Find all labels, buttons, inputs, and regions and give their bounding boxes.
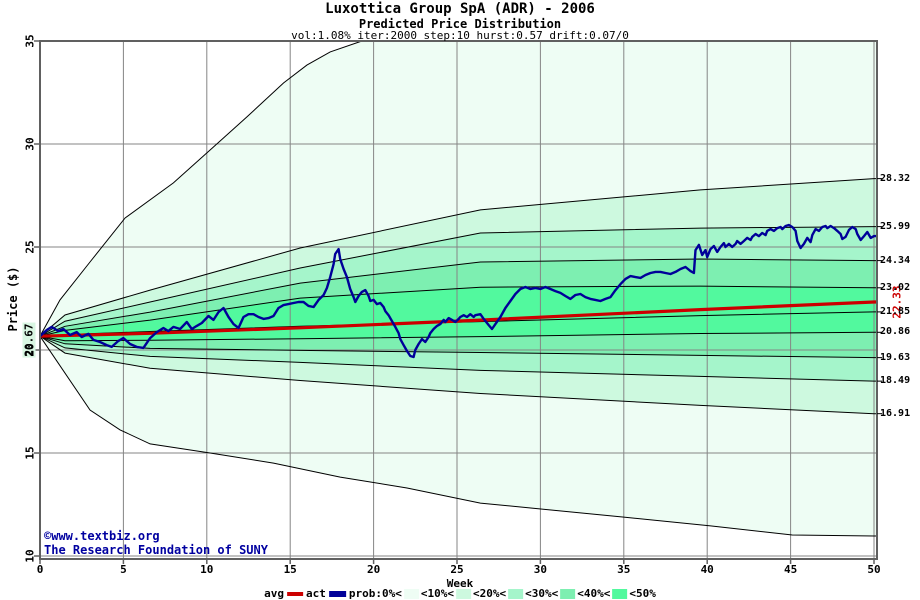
y-axis-title: Price ($): [6, 266, 20, 332]
x-axis-title: Week: [446, 577, 474, 590]
chart-subtitle: Predicted Price Distribution: [358, 17, 562, 31]
right-axis-label-24.34: 24.34: [880, 254, 911, 266]
x-tick-label-25: 25: [450, 563, 464, 576]
x-tick-label-20: 20: [366, 563, 381, 576]
plot-border: [39, 40, 878, 560]
quantile-line-lower-20-30: [40, 335, 877, 382]
right-axis-label-19.63: 19.63: [880, 351, 911, 363]
legend-band-swatch-2: [508, 588, 524, 599]
y-tick-label-35: 35: [23, 34, 37, 48]
x-tick-label-5: 5: [120, 563, 127, 576]
quantile-line-upper-40-50: [40, 285, 877, 337]
watermark-url: ©www.textbiz.org: [44, 529, 160, 543]
legend-prob-label-5: <50%: [629, 587, 656, 600]
x-tick-label-30: 30: [533, 563, 548, 576]
legend-prob-label-1: <10%<: [420, 587, 454, 600]
quantile-line-lower-40-50: [40, 331, 877, 342]
x-tick-label-0: 0: [36, 563, 44, 576]
watermark-org: The Research Foundation of SUNY: [44, 543, 268, 557]
legend-act-swatch: [328, 590, 346, 597]
right-axis-label-20.86: 20.86: [880, 326, 911, 338]
right-axis-label-18.49: 18.49: [880, 375, 911, 387]
legend-prob-label-2: <20%<: [472, 587, 507, 600]
x-tick-label-10: 10: [200, 563, 214, 576]
x-tick-label-40: 40: [700, 563, 714, 576]
quantile-line-lower-30-40: [40, 335, 877, 359]
quantile-line-upper-30-40: [40, 258, 877, 337]
quantile-line-lower-0-10: [40, 335, 877, 537]
legend-band-swatch-4: [612, 588, 628, 599]
legend-band-swatch-1: [455, 588, 471, 599]
actual-price-line: [40, 223, 877, 359]
y-tick-label-10: 10: [23, 549, 37, 563]
quantile-line-upper-0-10: [40, 41, 363, 337]
quantile-line-upper-20-30: [40, 226, 877, 337]
legend-band-swatch-3: [560, 588, 576, 599]
simulation-params: vol:1.08% iter:2000 step:10 hurst:0.57 d…: [291, 29, 629, 42]
legend-prob-label-4: <40%<: [577, 587, 611, 600]
x-tick-label-50: 50: [867, 563, 881, 576]
y-tick-label-30: 30: [23, 137, 37, 151]
legend-prob-label-3: <30%<: [525, 587, 559, 600]
right-axis-label-28.32: 28.32: [880, 172, 911, 184]
x-tick-label-35: 35: [617, 563, 631, 576]
legend-avg-swatch: [287, 591, 304, 596]
y-tick-label-25: 25: [23, 240, 37, 254]
quantile-line-upper-10-20: [40, 178, 877, 337]
fan-band-40-50pct: [40, 286, 877, 341]
chart-title: Luxottica Group SpA (ADR) - 2006: [325, 1, 595, 17]
x-tick-label-15: 15: [283, 563, 297, 576]
legend-act-label: act: [306, 587, 326, 600]
legend-prob-label-0: prob:0%<: [348, 587, 402, 600]
legend-band-swatch-0: [403, 588, 419, 599]
y-tick-label-15: 15: [23, 446, 37, 460]
legend-probability-scale: prob:0%< <10%< <20%< <30%< <40%< <50%: [349, 587, 656, 600]
plot-area: [40, 41, 877, 559]
right-axis-label-21.85: 21.85: [880, 305, 911, 317]
right-axis-label-16.91: 16.91: [880, 407, 911, 419]
right-axis-label-23.02: 23.02: [880, 281, 911, 293]
chart-legend: avg act prob:0%< <10%< <20%< <30%< <40%< <50%: [264, 587, 656, 600]
quantile-line-lower-10-20: [40, 335, 877, 415]
average-price-line: [40, 300, 877, 338]
y-tick-label-20: 20: [23, 343, 37, 357]
legend-avg-label: avg: [264, 587, 285, 600]
x-tick-label-45: 45: [783, 563, 798, 576]
right-axis-label-25.99: 25.99: [880, 220, 911, 232]
